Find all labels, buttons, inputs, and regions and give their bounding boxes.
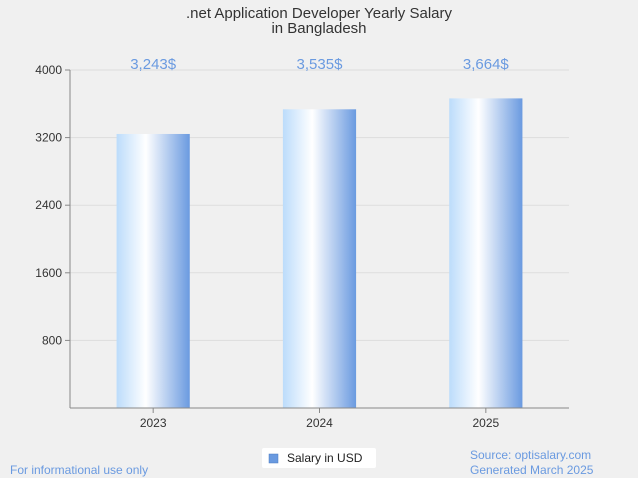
y-tick-label: 800 (42, 333, 62, 347)
legend-label: Salary in USD (287, 451, 363, 465)
chart-title: .net Application Developer Yearly Salary… (186, 5, 453, 37)
data-label-2023: 3,243$ (130, 56, 177, 73)
y-axis-ticks: 800 1600 2400 3200 4000 (35, 63, 70, 347)
generated-date: Generated March 2025 (470, 463, 594, 477)
x-tick-label-2023: 2023 (140, 416, 167, 430)
y-tick-label: 4000 (35, 63, 62, 77)
bar-2025[interactable] (449, 98, 523, 408)
x-tick-label-2024: 2024 (306, 416, 333, 430)
data-label-2025: 3,664$ (463, 56, 510, 73)
y-tick-label: 1600 (35, 266, 62, 280)
x-tick-label-2025: 2025 (472, 416, 499, 430)
legend[interactable]: Salary in USD (262, 448, 376, 468)
bar-2023[interactable] (116, 133, 190, 409)
chart-title-line-1: .net Application Developer Yearly Salary (186, 5, 453, 22)
bars (116, 98, 523, 409)
source-credit[interactable]: Source: optisalary.com (470, 448, 591, 462)
y-tick-label: 2400 (35, 198, 62, 212)
informational-note: For informational use only (10, 463, 148, 477)
x-axis-ticks: 2023 2024 2025 (140, 408, 500, 430)
legend-swatch (268, 453, 279, 464)
chart-title-line-2: in Bangladesh (271, 20, 366, 37)
bar-2024[interactable] (282, 109, 357, 408)
data-labels: 3,243$ 3,535$ 3,664$ (130, 56, 509, 73)
data-label-2024: 3,535$ (297, 56, 344, 73)
legend-box (262, 448, 376, 468)
y-tick-label: 3200 (35, 131, 62, 145)
